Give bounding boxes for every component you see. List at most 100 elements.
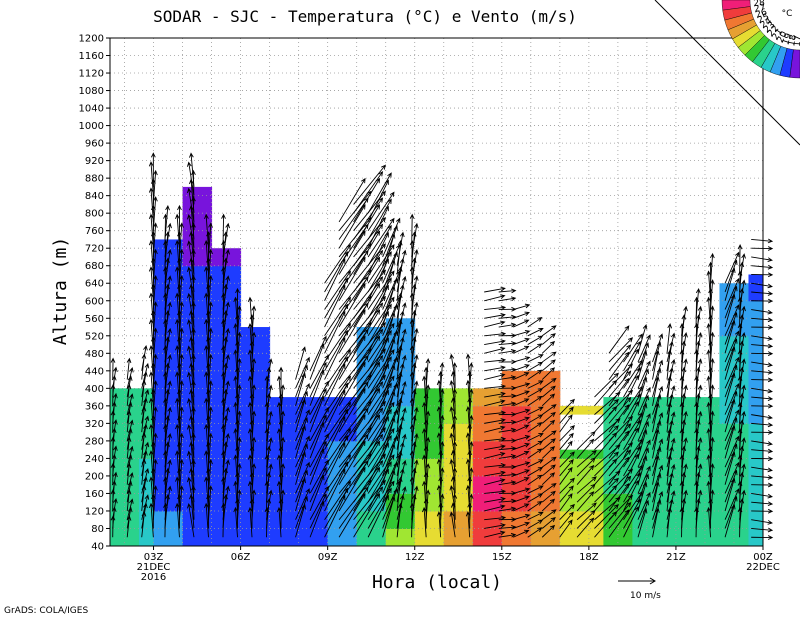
wind-vector — [152, 196, 158, 231]
temperature-cell — [269, 440, 329, 459]
wind-vector — [353, 249, 384, 293]
wind-vector — [204, 266, 209, 301]
temperature-cell — [327, 528, 358, 547]
wind-vector — [498, 427, 517, 433]
wind-vector — [222, 354, 230, 389]
wind-vector — [396, 407, 407, 442]
wind-vector — [652, 333, 664, 363]
wind-vector — [559, 511, 574, 529]
wind-vector — [179, 458, 184, 494]
wind-vector — [484, 489, 507, 495]
wind-vector — [751, 508, 774, 514]
wind-vector — [439, 362, 445, 389]
wind-vector — [148, 318, 154, 354]
temperature-cell — [211, 370, 242, 389]
wind-vector — [484, 399, 506, 407]
wind-vector — [559, 503, 575, 521]
wind-vector — [484, 391, 506, 398]
wind-vector — [751, 246, 774, 251]
temperature-cell — [530, 370, 561, 389]
wind-vector — [251, 305, 257, 336]
wind-vector — [309, 335, 327, 372]
wind-vector — [541, 359, 556, 372]
wind-vector — [266, 489, 273, 520]
wind-vector — [204, 476, 209, 511]
wind-vector — [411, 301, 419, 336]
wind-vector — [739, 305, 746, 336]
wind-vector — [208, 222, 213, 257]
wind-vector — [608, 370, 632, 398]
wind-vector — [513, 364, 530, 372]
wind-vector — [236, 410, 242, 441]
wind-vector — [541, 393, 556, 407]
temperature-cell — [414, 510, 445, 529]
wind-vector — [751, 414, 773, 420]
temperature-cell — [211, 440, 242, 459]
wind-vector — [276, 480, 282, 511]
wind-vector — [695, 410, 703, 441]
wind-vector — [541, 404, 557, 415]
wind-vector — [527, 380, 544, 389]
wind-vector — [594, 372, 619, 398]
wind-vector — [164, 485, 172, 520]
y-tick-label: 40 — [91, 542, 104, 553]
wind-vector — [652, 490, 664, 520]
wind-vector — [126, 498, 134, 520]
wind-vector — [295, 503, 307, 538]
colorbar-label: 25 — [756, 12, 771, 26]
temperature-cell — [472, 423, 503, 442]
temperature-cell — [443, 528, 474, 547]
wind-vector — [175, 266, 180, 301]
wind-vector — [724, 425, 736, 459]
temperature-cell — [661, 397, 691, 407]
wind-vector — [559, 414, 573, 433]
y-tick-label: 600 — [85, 296, 104, 307]
wind-vector — [652, 464, 664, 494]
temperature-cell — [269, 397, 329, 407]
wind-vector — [576, 476, 597, 494]
wind-vector — [141, 441, 150, 468]
wind-vector — [527, 327, 544, 337]
temperature-cell — [472, 458, 503, 477]
wind-vector — [706, 270, 712, 301]
wind-vector — [541, 482, 557, 494]
reference-vector-label: 10 m/s — [630, 591, 661, 601]
wind-vector — [751, 377, 774, 383]
wind-vector — [367, 224, 392, 266]
temperature-cell — [356, 327, 387, 337]
wind-vector — [498, 419, 517, 425]
wind-vector — [411, 354, 419, 389]
wind-vector — [338, 230, 366, 275]
wind-vector — [186, 213, 195, 249]
wind-vector — [175, 397, 180, 433]
wind-vector — [751, 519, 773, 525]
wind-vector — [709, 331, 715, 363]
wind-vector — [295, 435, 310, 468]
wind-vector — [751, 527, 774, 533]
wind-vector — [126, 445, 134, 468]
wind-vector — [484, 418, 506, 424]
wind-vector — [681, 410, 688, 441]
wind-vector — [513, 303, 531, 310]
y-tick-label: 1000 — [79, 121, 104, 132]
wind-vector — [484, 496, 506, 503]
wind-vector — [236, 463, 242, 494]
wind-vector — [559, 466, 573, 485]
temperature-cell — [632, 397, 662, 407]
x-tick-date: 22DEC — [746, 562, 780, 573]
wind-vector — [164, 204, 170, 240]
wind-vector — [513, 416, 530, 424]
temperature-cell — [472, 528, 503, 547]
wind-vector — [266, 358, 273, 389]
wind-vector — [608, 325, 630, 354]
wind-vector — [527, 335, 544, 345]
wind-vector — [222, 406, 230, 441]
wind-vector — [353, 197, 384, 240]
wind-vector — [623, 359, 643, 389]
wind-vector — [222, 432, 230, 468]
temperature-cell — [139, 528, 155, 547]
wind-vector — [484, 357, 507, 363]
temperature-cell — [443, 475, 474, 494]
wind-vector — [309, 467, 327, 503]
wind-vector — [498, 348, 517, 354]
